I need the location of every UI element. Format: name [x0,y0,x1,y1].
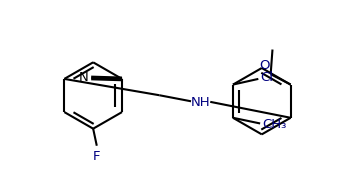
Text: NH: NH [190,96,210,109]
Text: O: O [259,59,269,72]
Text: CH₃: CH₃ [262,118,286,131]
Text: Cl: Cl [260,71,273,84]
Text: N: N [78,71,88,84]
Text: F: F [93,150,100,163]
